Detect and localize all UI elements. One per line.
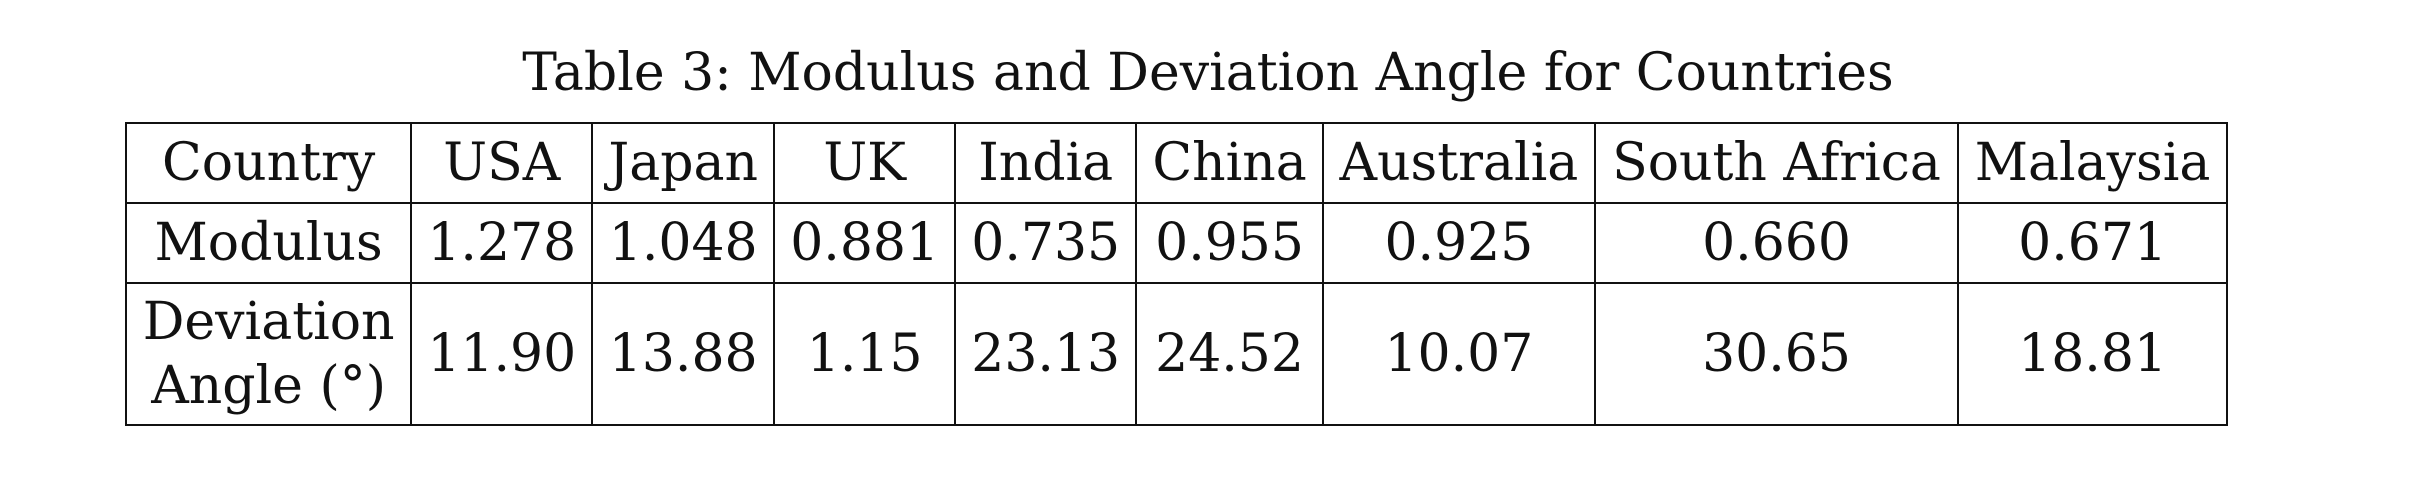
- row-label-deviation-line1: Deviation: [142, 292, 395, 352]
- deviation-cell-usa: 11.90: [410, 282, 594, 426]
- modulus-cell-india: 0.735: [954, 202, 1138, 284]
- row-label-modulus: Modulus: [124, 202, 413, 284]
- header-country-label: Country: [124, 122, 413, 204]
- deviation-cell-uk: 1.15: [773, 282, 957, 426]
- deviation-cell-china: 24.52: [1135, 282, 1324, 426]
- table-caption: Table 3: Modulus and Deviation Angle for…: [522, 43, 1894, 103]
- row-label-deviation-angle: Deviation Angle (°): [124, 282, 413, 426]
- header-country-india: India: [954, 122, 1138, 204]
- row-label-deviation-line2: Angle (°): [151, 356, 387, 416]
- deviation-cell-india: 23.13: [954, 282, 1138, 426]
- modulus-cell-china: 0.955: [1135, 202, 1324, 284]
- table-row-modulus: Modulus 1.278 1.048 0.881 0.735 0.955 0.…: [124, 202, 2228, 284]
- table-row-deviation-angle: Deviation Angle (°) 11.90 13.88 1.15 23.…: [124, 282, 2228, 426]
- modulus-cell-japan: 1.048: [591, 202, 776, 284]
- deviation-cell-japan: 13.88: [591, 282, 776, 426]
- header-country-malaysia: Malaysia: [1957, 122, 2228, 204]
- header-country-south-africa: South Africa: [1593, 122, 1960, 204]
- header-country-usa: USA: [410, 122, 594, 204]
- country-table: Country USA Japan UK India China Austral…: [124, 122, 2228, 426]
- deviation-cell-south-africa: 30.65: [1593, 282, 1960, 426]
- deviation-cell-malaysia: 18.81: [1957, 282, 2228, 426]
- deviation-cell-australia: 10.07: [1321, 282, 1596, 426]
- modulus-cell-malaysia: 0.671: [1957, 202, 2228, 284]
- header-country-japan: Japan: [591, 122, 776, 204]
- table-header-row: Country USA Japan UK India China Austral…: [124, 122, 2228, 204]
- header-country-china: China: [1135, 122, 1324, 204]
- modulus-cell-usa: 1.278: [410, 202, 594, 284]
- modulus-cell-australia: 0.925: [1321, 202, 1596, 284]
- modulus-cell-uk: 0.881: [773, 202, 957, 284]
- modulus-cell-south-africa: 0.660: [1593, 202, 1960, 284]
- header-country-uk: UK: [773, 122, 957, 204]
- header-country-australia: Australia: [1321, 122, 1596, 204]
